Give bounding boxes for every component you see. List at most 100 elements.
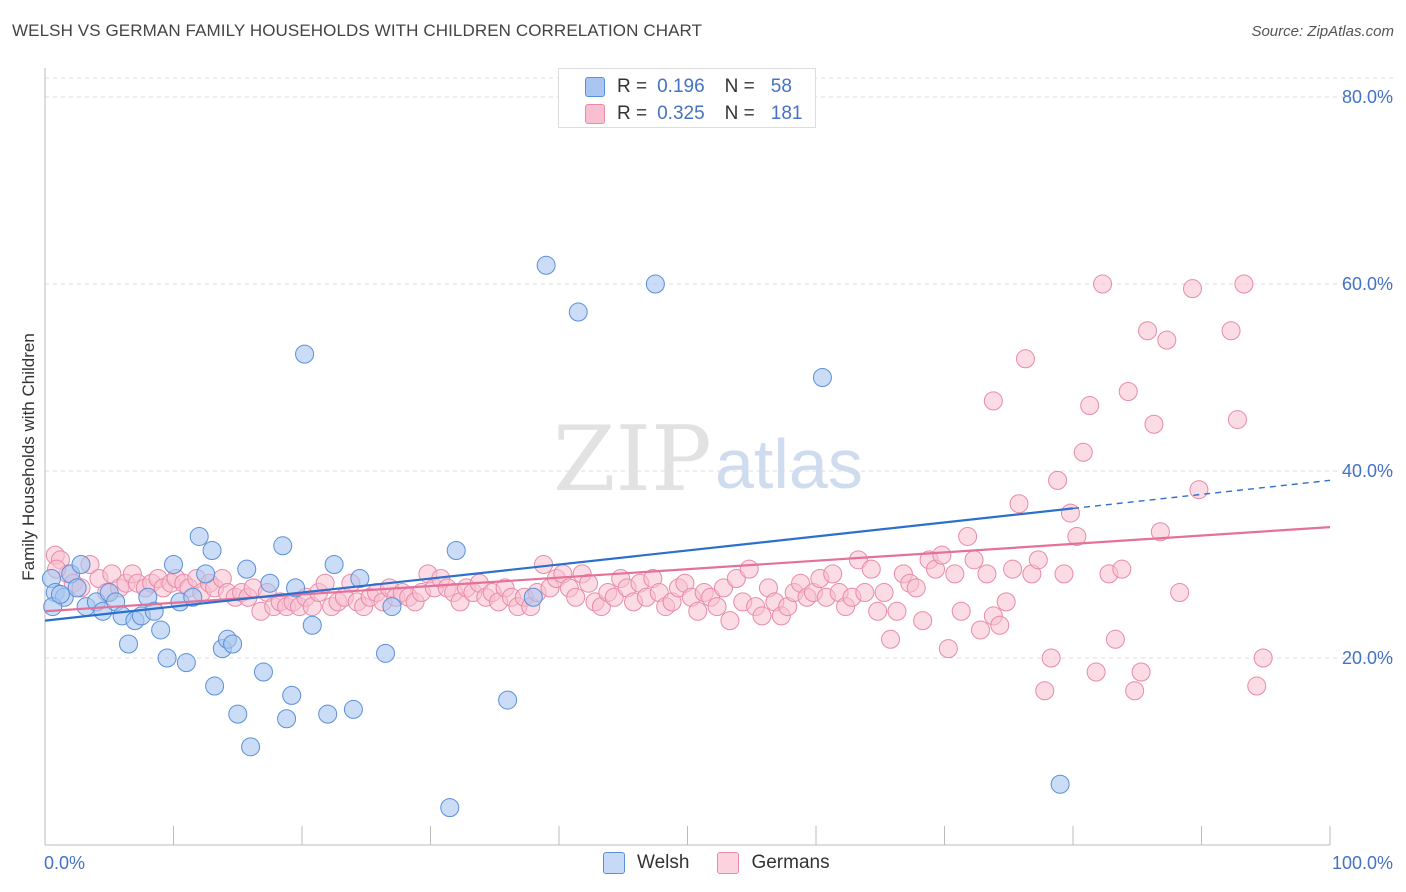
germans-point	[887, 601, 907, 621]
welsh-point	[157, 648, 177, 668]
legend-item-welsh[interactable]: Welsh	[603, 852, 689, 874]
germans-point	[945, 564, 965, 584]
germans-point	[970, 620, 990, 640]
germans-point	[913, 611, 933, 631]
germans-point	[579, 573, 599, 593]
germans-point	[713, 578, 733, 598]
germans-point	[1041, 648, 1061, 668]
germans-point	[1105, 629, 1125, 649]
germans-point	[938, 639, 958, 659]
germans-point	[1048, 470, 1068, 490]
legend-item-germans[interactable]: Germans	[717, 852, 830, 874]
germans-point	[726, 569, 746, 589]
germans-point	[1234, 274, 1254, 294]
welsh-point	[241, 737, 261, 757]
germans-point	[1227, 410, 1247, 430]
germans-point	[990, 615, 1010, 635]
germans-point	[1118, 382, 1138, 402]
germans-point	[1170, 583, 1190, 603]
welsh-point	[71, 555, 91, 574]
germans-point	[1247, 676, 1267, 696]
welsh-swatch	[585, 77, 605, 97]
welsh-point	[260, 573, 280, 593]
germans-point	[1073, 442, 1093, 462]
welsh-point	[50, 584, 70, 604]
germans-point	[1138, 321, 1158, 341]
germans-point	[1131, 662, 1151, 682]
welsh-point	[318, 704, 338, 724]
germans-point	[1144, 414, 1164, 434]
germans-point	[1253, 648, 1273, 668]
germans-swatch	[585, 104, 605, 124]
germans-point	[874, 583, 894, 603]
germans-point	[964, 550, 984, 570]
welsh-point	[382, 597, 402, 617]
legend-row-germans: R = 0.325 N = 181	[585, 102, 802, 126]
germans-legend-swatch	[717, 852, 740, 874]
germans-point	[823, 564, 843, 584]
welsh-trend-line	[44, 507, 1074, 622]
welsh-point	[67, 578, 87, 598]
germans-point	[566, 587, 586, 607]
germans-point	[932, 545, 952, 565]
welsh-point	[164, 555, 183, 574]
germans-point	[977, 564, 997, 584]
welsh-point	[237, 559, 257, 579]
germans-point	[720, 611, 740, 631]
welsh-point	[440, 798, 460, 818]
watermark: ZIP atlas	[553, 407, 863, 512]
germans-point	[1125, 681, 1145, 701]
welsh-point	[446, 540, 466, 560]
germans-point	[855, 583, 875, 603]
welsh-point	[202, 540, 222, 560]
axes	[44, 68, 1331, 846]
germans-point	[1028, 550, 1048, 570]
y-tick-label: 20.0%	[1342, 648, 1393, 668]
welsh-point	[1050, 774, 1070, 794]
germans-point	[983, 391, 1003, 411]
germans-point	[1080, 396, 1100, 416]
germans-point	[1015, 349, 1035, 369]
germans-point	[604, 587, 624, 607]
welsh-legend-swatch	[603, 852, 625, 874]
welsh-point	[273, 536, 293, 556]
germans-point	[1157, 330, 1177, 350]
welsh-point	[324, 555, 344, 574]
welsh-r-value: 0.196	[657, 76, 705, 97]
welsh-point	[277, 709, 297, 729]
germans-point	[1035, 681, 1055, 701]
germans-point	[1067, 526, 1087, 546]
germans-r-label: R =	[617, 103, 648, 124]
welsh-point	[253, 662, 273, 682]
germans-point	[1112, 559, 1132, 579]
chart-title: WELSH VS GERMAN FAMILY HOUSEHOLDS WITH C…	[12, 21, 703, 40]
germans-point	[996, 592, 1016, 612]
welsh-point	[189, 526, 209, 546]
welsh-point	[343, 699, 363, 719]
welsh-point	[536, 255, 556, 275]
germans-legend-label: Germans	[751, 852, 830, 873]
germans-point	[1150, 522, 1170, 542]
y-axis-label: Family Households with Children	[19, 333, 38, 581]
x-tick-label: 100.0%	[1332, 853, 1393, 873]
germans-point	[688, 601, 708, 621]
welsh-n-value: 58	[770, 76, 792, 97]
series-legend: Welsh Germans	[603, 852, 858, 874]
welsh-point	[196, 564, 216, 584]
watermark-atlas: atlas	[715, 425, 863, 503]
germans-point	[1221, 321, 1241, 341]
welsh-n-label: N =	[724, 76, 755, 97]
germans-r-value: 0.325	[657, 103, 705, 124]
germans-point	[1009, 494, 1029, 514]
legend-row-welsh: R = 0.196 N = 58	[585, 75, 792, 99]
x-tick-label: 0.0%	[44, 853, 85, 873]
germans-points	[45, 274, 1273, 701]
germans-n-label: N =	[724, 103, 755, 124]
germans-point	[861, 559, 881, 579]
welsh-point	[223, 634, 243, 654]
germans-n-value: 181	[770, 103, 803, 124]
germans-point	[1189, 480, 1209, 500]
welsh-point	[295, 344, 315, 364]
germans-point	[707, 597, 727, 617]
